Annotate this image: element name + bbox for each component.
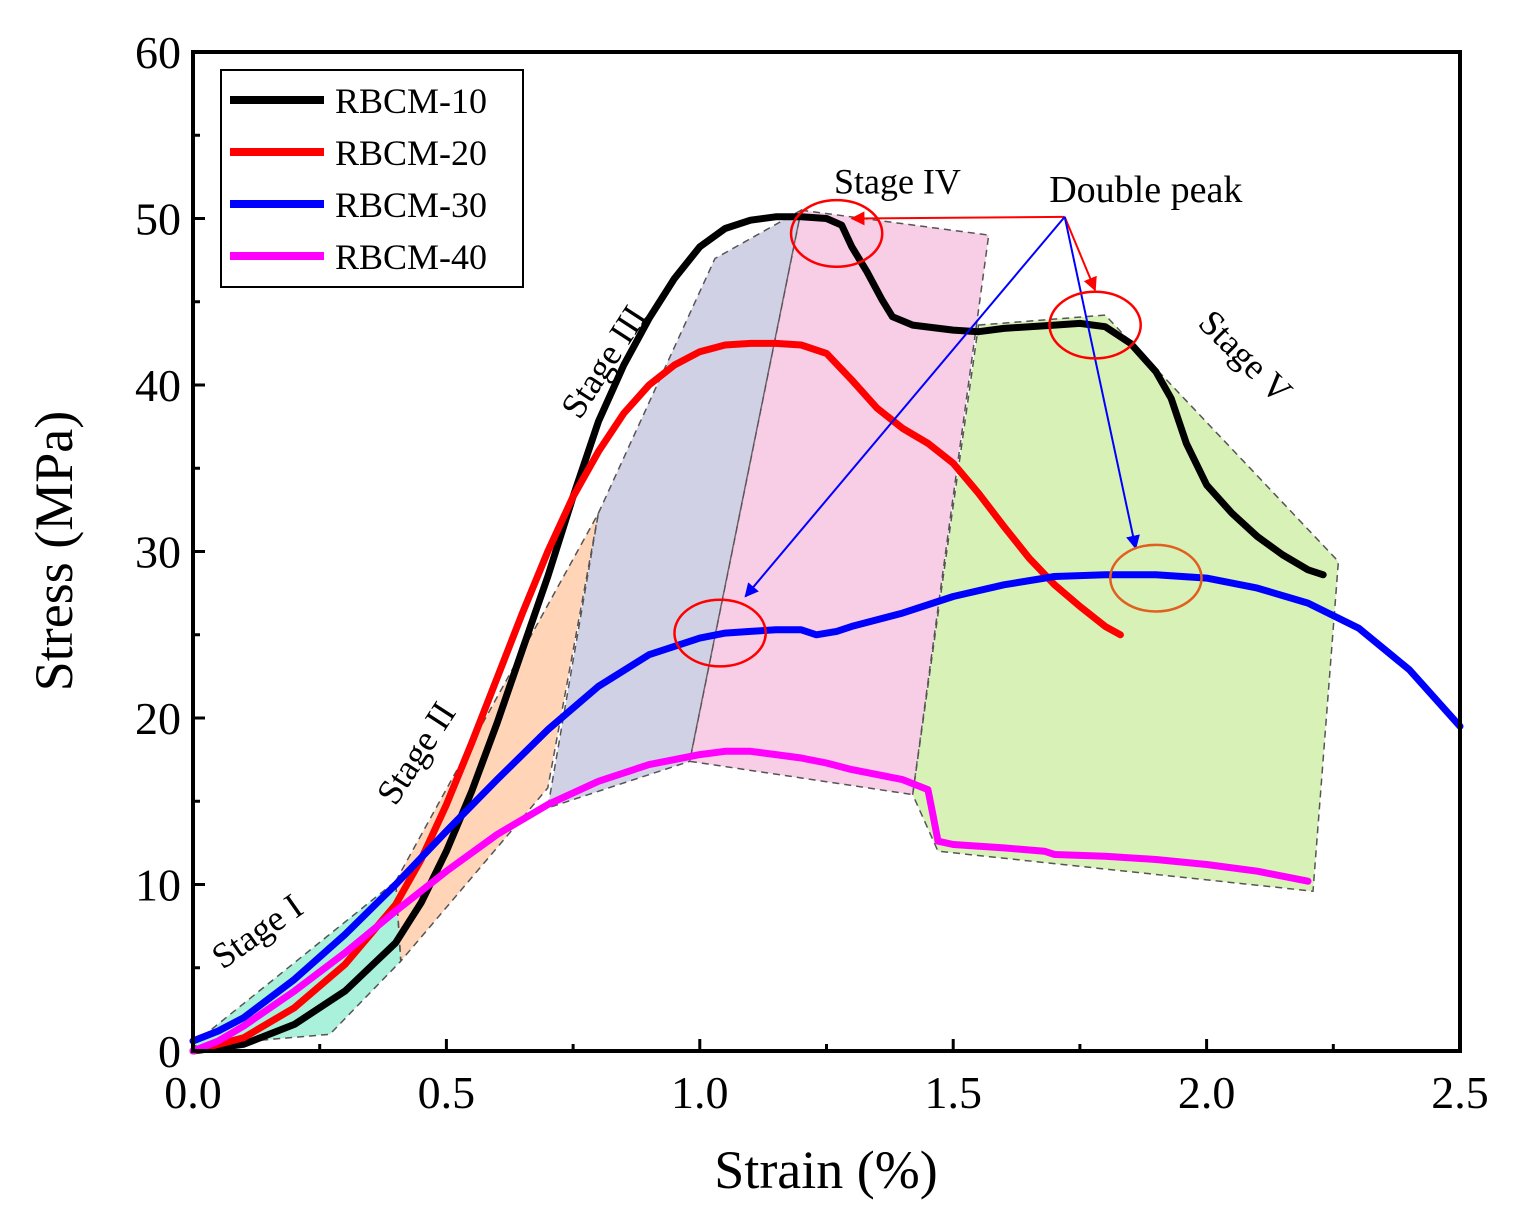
- stage-regions: [192, 208, 1340, 1047]
- x-tick-label: 0.5: [418, 1067, 476, 1118]
- peak-marker-circle: [673, 598, 767, 668]
- legend-box: [220, 69, 524, 288]
- annotation-arrow: [1063, 216, 1140, 550]
- y-tick-label: 40: [135, 360, 181, 411]
- x-tick-label: 0.0: [164, 1067, 222, 1118]
- legend: RBCM-10 RBCM-20 RBCM-30 RBCM-40: [220, 69, 524, 288]
- y-tick-label: 0: [158, 1026, 181, 1077]
- stage-region-4: [688, 209, 990, 796]
- y-axis-title: Stress (MPa): [24, 411, 84, 692]
- y-tick-label: 30: [135, 527, 181, 578]
- double-peak-label: Double peak: [1049, 169, 1242, 211]
- peak-marker-circle: [789, 198, 884, 269]
- annotation-arrow: [1063, 216, 1097, 292]
- double-peak-annotation: Double peak: [673, 169, 1242, 668]
- peak-marker-circle: [1048, 290, 1142, 360]
- stage-v-label: Stage V: [1191, 302, 1300, 411]
- series-line-rbcm-30: [189, 571, 1464, 1045]
- x-tick-label: 1.5: [924, 1067, 982, 1118]
- curve-group: [189, 213, 1464, 1055]
- series-line-rbcm-10: [189, 213, 1327, 1055]
- x-tick-label: 1.0: [671, 1067, 729, 1118]
- legend-label-rbcm-30: RBCM-30: [335, 185, 487, 225]
- legend-label-rbcm-10: RBCM-10: [335, 81, 487, 121]
- y-tick-label: 60: [135, 27, 181, 78]
- stage-iv-label: Stage IV: [834, 162, 961, 202]
- x-tick-label: 2.5: [1431, 1067, 1489, 1118]
- legend-label-rbcm-40: RBCM-40: [335, 237, 487, 277]
- series-line-rbcm-40: [189, 747, 1312, 1055]
- y-tick-label: 20: [135, 693, 181, 744]
- series-line-rbcm-20: [189, 339, 1124, 1055]
- annotation-arrow: [744, 216, 1066, 598]
- axis-ticks: 0.0 0.5 1.0 1.5 2.0 2.5 0 10 20 30 40 50 60: [135, 27, 1489, 1118]
- x-tick-label: 2.0: [1178, 1067, 1236, 1118]
- annotation-arrow: [850, 211, 1065, 226]
- x-axis-title: Strain (%): [714, 1140, 937, 1200]
- peak-marker-circle: [1109, 543, 1203, 613]
- legend-label-rbcm-20: RBCM-20: [335, 133, 487, 173]
- y-tick-label: 10: [135, 860, 181, 911]
- y-tick-label: 50: [135, 194, 181, 245]
